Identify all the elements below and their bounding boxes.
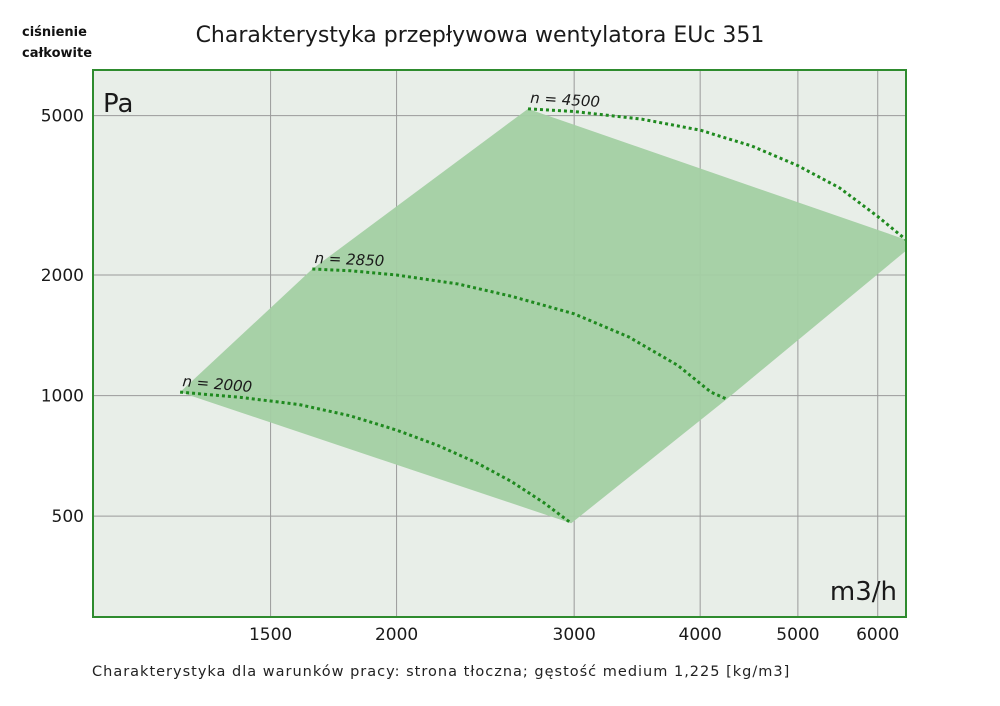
operating-region [180, 108, 907, 524]
speed-curve-label: n = 2850 [314, 249, 385, 270]
y-tick-label: 500 [52, 507, 84, 527]
x-tick-label: 5000 [776, 625, 819, 645]
speed-curves: n = 2000 n = 2850 n = 4500 [179, 89, 907, 525]
speed-curve-label: n = 2000 [182, 372, 253, 396]
plot-frame [92, 69, 907, 618]
plot-area: n = 2000 n = 2850 n = 4500 [92, 69, 907, 618]
x-tick-label: 4000 [679, 625, 722, 645]
y-unit-label: Pa [103, 89, 133, 119]
x-unit-label: m3/h [830, 577, 897, 607]
y-axis-label-line-2: całkowite [22, 46, 92, 61]
y-axis-label-line-1: ciśnienie [22, 25, 87, 40]
speed-curve-0 [179, 390, 573, 525]
speed-curve-1 [312, 267, 728, 401]
speed-curve-label: n = 4500 [530, 89, 601, 111]
y-tick-label: 1000 [41, 387, 84, 407]
x-tick-label: 1500 [249, 625, 292, 645]
x-tick-labels: 1500 2000 3000 4000 5000 6000 [249, 625, 899, 645]
chart-footnote: Charakterystyka dla warunków pracy: stro… [92, 664, 790, 680]
y-tick-labels: 500 1000 2000 5000 [41, 107, 84, 528]
y-tick-label: 5000 [41, 107, 84, 127]
chart-title: Charakterystyka przepływowa wentylatora … [196, 23, 765, 48]
y-tick-label: 2000 [41, 266, 84, 286]
x-tick-label: 2000 [375, 625, 418, 645]
x-tick-label: 3000 [553, 625, 596, 645]
x-tick-label: 6000 [856, 625, 899, 645]
speed-curve-2 [527, 107, 907, 241]
